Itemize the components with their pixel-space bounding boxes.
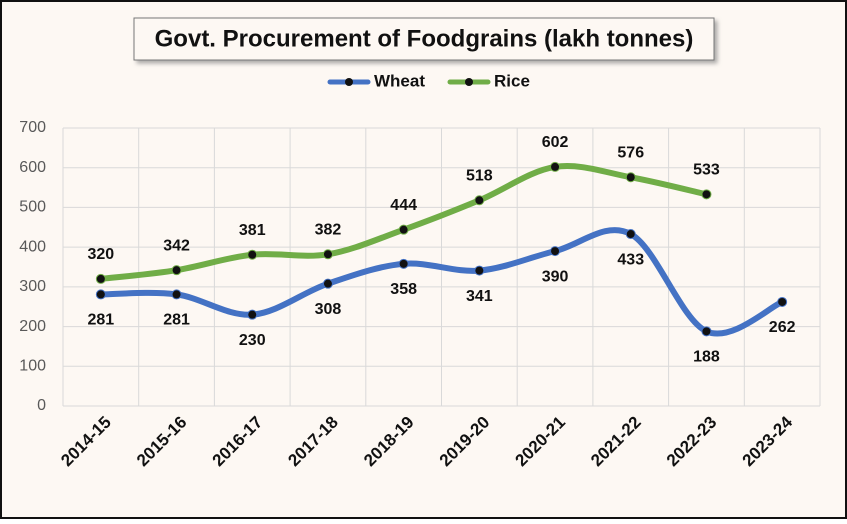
data-marker bbox=[550, 161, 561, 172]
data-label: 230 bbox=[239, 332, 266, 349]
data-marker bbox=[625, 229, 636, 240]
y-tick-label: 600 bbox=[19, 159, 46, 176]
data-label: 533 bbox=[693, 162, 720, 179]
data-marker bbox=[474, 265, 485, 276]
series-line bbox=[97, 227, 786, 337]
data-label: 433 bbox=[617, 251, 644, 268]
data-marker bbox=[625, 172, 636, 183]
y-tick-label: 100 bbox=[19, 358, 46, 375]
data-marker bbox=[398, 224, 409, 235]
data-marker bbox=[247, 309, 258, 320]
data-marker bbox=[701, 326, 712, 337]
title-box bbox=[133, 17, 715, 61]
data-marker bbox=[247, 249, 258, 260]
data-marker bbox=[322, 278, 333, 289]
data-label: 341 bbox=[466, 288, 493, 305]
data-label: 281 bbox=[87, 312, 114, 329]
data-label: 602 bbox=[542, 134, 569, 151]
data-label: 342 bbox=[163, 237, 190, 254]
data-label: 320 bbox=[87, 246, 114, 263]
y-tick-label: 400 bbox=[19, 238, 46, 255]
y-tick-label: 500 bbox=[19, 199, 46, 216]
y-tick-label: 700 bbox=[19, 119, 46, 136]
data-label: 188 bbox=[693, 349, 720, 366]
data-marker bbox=[777, 296, 788, 307]
data-label: 390 bbox=[542, 268, 569, 285]
data-marker bbox=[398, 258, 409, 269]
legend-label: Wheat bbox=[374, 71, 425, 90]
data-marker bbox=[171, 289, 182, 300]
legend-marker bbox=[345, 78, 353, 86]
legend-label: Rice bbox=[494, 71, 530, 90]
data-label: 358 bbox=[390, 281, 417, 298]
data-marker bbox=[474, 195, 485, 206]
data-marker bbox=[95, 273, 106, 284]
data-label: 381 bbox=[239, 222, 266, 239]
data-label: 262 bbox=[769, 319, 796, 336]
y-tick-label: 0 bbox=[37, 397, 46, 414]
data-label: 576 bbox=[617, 144, 644, 161]
data-marker bbox=[550, 246, 561, 257]
data-label: 518 bbox=[466, 167, 493, 184]
data-label: 308 bbox=[315, 301, 342, 318]
data-marker bbox=[95, 289, 106, 300]
data-label: 382 bbox=[315, 222, 342, 239]
y-tick-label: 200 bbox=[19, 318, 46, 335]
data-marker bbox=[322, 249, 333, 260]
legend-marker bbox=[465, 78, 473, 86]
data-marker bbox=[171, 265, 182, 276]
y-tick-label: 300 bbox=[19, 278, 46, 295]
chart-title: Govt. Procurement of Foodgrains (lakh to… bbox=[155, 25, 694, 52]
data-label: 444 bbox=[390, 197, 417, 214]
data-label: 281 bbox=[163, 312, 190, 329]
data-marker bbox=[701, 189, 712, 200]
